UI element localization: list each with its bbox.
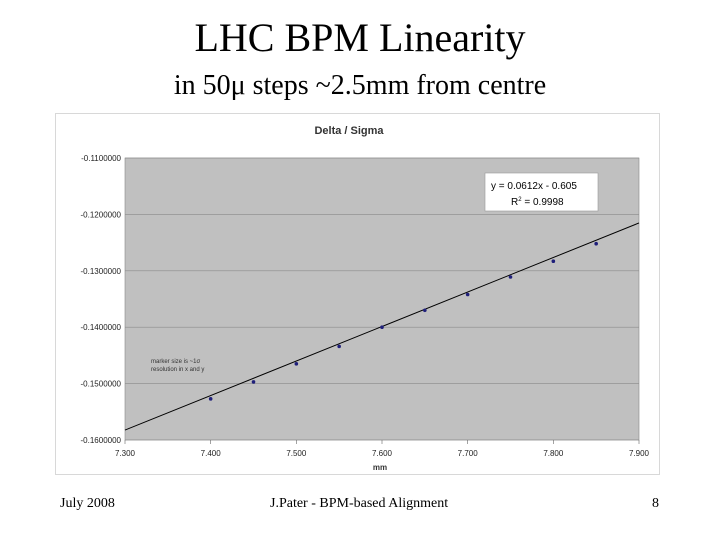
data-point [337, 344, 341, 349]
r-squared-suffix: = 0.9998 [522, 197, 564, 208]
data-point [465, 292, 470, 297]
footer-title: J.Pater - BPM-based Alignment [270, 496, 449, 511]
r-squared-sup: 2 [518, 197, 522, 203]
data-point [423, 308, 427, 313]
x-tick-label: 7.500 [286, 449, 307, 458]
data-point [208, 397, 213, 401]
data-point [294, 362, 299, 366]
x-tick-label: 7.300 [115, 449, 136, 458]
equation-box: y = 0.0612x - 0.605 R2 = 0.9998 [484, 172, 599, 212]
x-axis-label: mm [373, 463, 387, 472]
y-tick-label: -0.1600000 [81, 436, 122, 445]
r-squared: R2 = 0.9998 [511, 197, 564, 208]
data-point [380, 325, 384, 329]
x-tick-label: 7.900 [629, 449, 650, 458]
data-points [208, 241, 598, 401]
y-tick-label: -0.1400000 [81, 323, 122, 332]
data-point [251, 380, 256, 384]
x-tick-label: 7.700 [458, 449, 479, 458]
x-tick-label: 7.800 [543, 449, 564, 458]
slide-subtitle: in 50μ steps ~2.5mm from centre [173, 70, 547, 101]
x-tick-label: 7.400 [201, 449, 222, 458]
trendline-equation: y = 0.0612x - 0.605 [491, 181, 577, 192]
x-tick-label: 7.600 [372, 449, 393, 458]
data-point [551, 259, 556, 264]
annotation-line-1: marker size is ~1σ [151, 359, 201, 365]
footer-date: July 2008 [60, 496, 115, 511]
y-tick-label: -0.1300000 [81, 267, 122, 276]
y-tick-label: -0.1500000 [81, 380, 122, 389]
r-squared-prefix: R [511, 197, 518, 208]
axis-ticks: -0.1100000 -0.1200000 -0.1300000 -0.1400000… [81, 154, 650, 458]
page-number: 8 [652, 496, 659, 511]
scatter-chart: -0.1100000 -0.1200000 -0.1300000 -0.1400000… [81, 125, 650, 472]
chart-title: Delta / Sigma [314, 125, 384, 137]
slide-title: LHC BPM Linearity [194, 15, 526, 60]
annotation-line-2: resolution in x and y [151, 367, 204, 373]
data-point [508, 275, 513, 279]
y-tick-label: -0.1200000 [81, 210, 122, 219]
y-tick-label: -0.1100000 [81, 154, 121, 163]
data-point [594, 241, 598, 246]
